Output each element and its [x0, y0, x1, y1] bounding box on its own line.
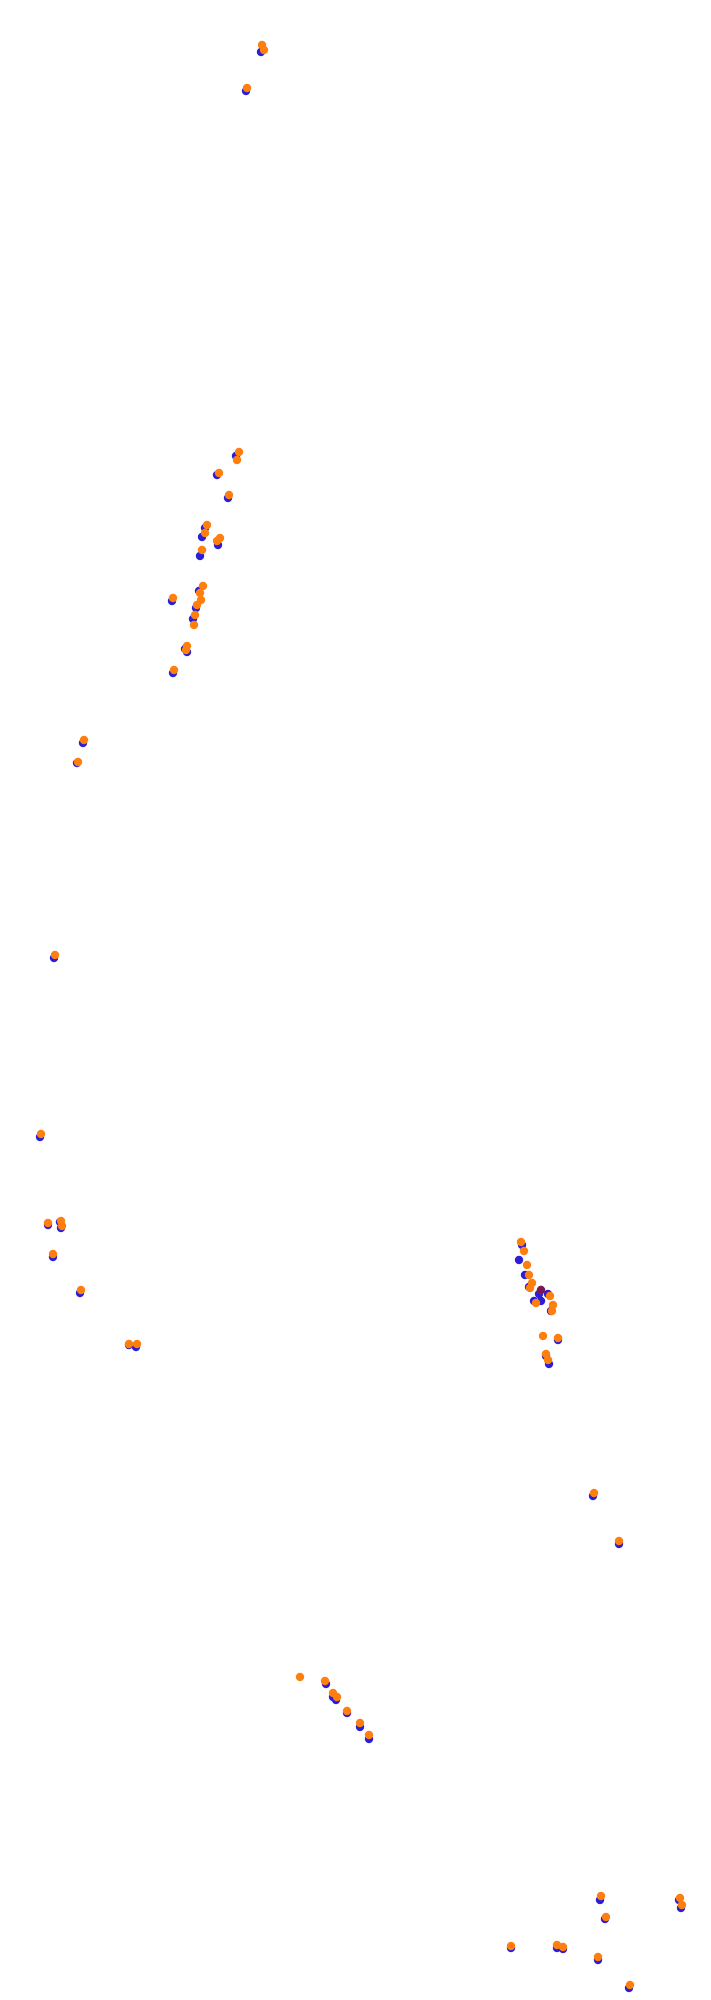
data-point-s1-41 [531, 1298, 541, 1308]
data-point-s1-54 [342, 1706, 352, 1716]
data-point-s2-0 [536, 1285, 546, 1295]
data-point-s1-29 [48, 1249, 58, 1259]
data-point-s1-63 [558, 1942, 568, 1952]
data-point-s1-20 [181, 645, 191, 655]
data-point-s1-42 [545, 1291, 555, 1301]
data-point-s1-53 [332, 1692, 342, 1702]
data-point-s1-2 [242, 83, 252, 93]
data-point-s1-48 [543, 1355, 553, 1365]
data-point-s1-65 [625, 1980, 635, 1990]
data-point-s1-37 [524, 1270, 534, 1280]
data-point-s1-1 [259, 45, 269, 55]
data-point-s1-46 [553, 1333, 563, 1343]
data-point-s1-21 [169, 665, 179, 675]
data-point-s1-8 [200, 528, 210, 538]
scatter-points [35, 40, 687, 1993]
data-point-s1-32 [132, 1339, 142, 1349]
data-point-s1-45 [538, 1331, 548, 1341]
data-point-s0-28 [514, 1255, 524, 1265]
data-point-s1-23 [73, 757, 83, 767]
data-point-s1-13 [198, 581, 208, 591]
data-point-s1-55 [355, 1718, 365, 1728]
data-point-s1-14 [195, 588, 205, 598]
data-point-s1-33 [295, 1672, 305, 1682]
data-point-s1-30 [76, 1285, 86, 1295]
data-point-s1-64 [593, 1952, 603, 1962]
data-point-s1-28 [57, 1221, 67, 1231]
data-point-s1-18 [189, 620, 199, 630]
data-point-s1-6 [224, 490, 234, 500]
data-point-s1-34 [516, 1237, 526, 1247]
data-point-s1-11 [197, 545, 207, 555]
data-point-s1-17 [190, 610, 200, 620]
data-point-s1-44 [547, 1306, 557, 1316]
data-point-s1-51 [320, 1676, 330, 1686]
data-point-s1-31 [124, 1339, 134, 1349]
data-point-s1-50 [614, 1536, 624, 1546]
data-point-s1-7 [202, 520, 212, 530]
data-point-s1-3 [234, 447, 244, 457]
data-point-s1-49 [589, 1488, 599, 1498]
data-point-s1-10 [212, 536, 222, 546]
data-point-s1-60 [677, 1900, 687, 1910]
data-point-s1-24 [50, 950, 60, 960]
data-point-s1-36 [522, 1260, 532, 1270]
data-point-s1-61 [506, 1941, 516, 1951]
data-point-s1-16 [192, 600, 202, 610]
data-point-s1-56 [364, 1730, 374, 1740]
data-point-s1-57 [596, 1891, 606, 1901]
data-point-s1-39 [525, 1283, 535, 1293]
data-point-s1-25 [36, 1129, 46, 1139]
data-point-s1-26 [43, 1218, 53, 1228]
data-point-s1-5 [214, 468, 224, 478]
data-point-s1-35 [519, 1246, 529, 1256]
data-point-s1-58 [601, 1912, 611, 1922]
data-point-s1-4 [232, 455, 242, 465]
data-point-s1-59 [675, 1893, 685, 1903]
data-point-s1-12 [168, 593, 178, 603]
data-point-s1-22 [79, 735, 89, 745]
